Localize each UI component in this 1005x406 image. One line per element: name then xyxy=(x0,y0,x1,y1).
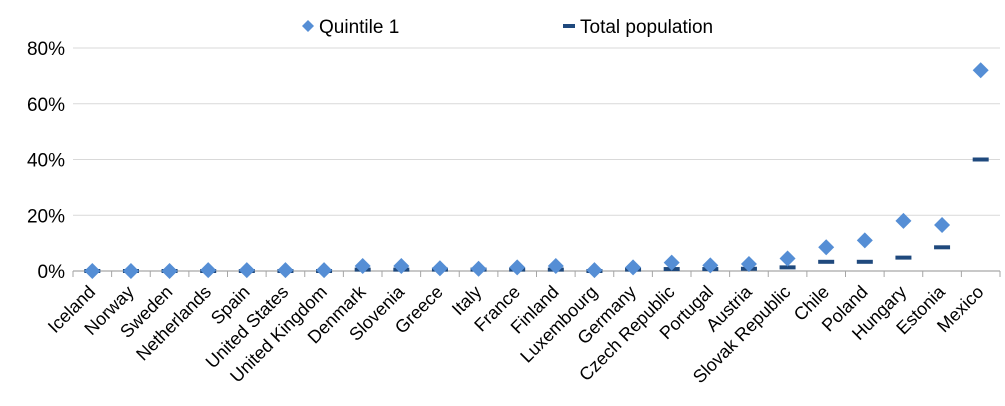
quintile-1-marker xyxy=(586,262,603,279)
y-tick-label: 0% xyxy=(38,262,66,283)
quintile-1-marker xyxy=(625,259,642,276)
quintile-1-marker xyxy=(663,254,680,271)
quintile-1-marker xyxy=(84,263,101,279)
quintile-1-marker xyxy=(818,239,835,256)
total-population-marker xyxy=(895,255,912,260)
quintile-1-marker xyxy=(122,263,139,279)
quintile-1-marker xyxy=(509,259,526,276)
y-axis-ticks: 0% 20% 40% 60% 80% xyxy=(27,39,65,283)
quintile-1-marker xyxy=(161,263,178,279)
total-population-marker xyxy=(972,157,989,162)
quintile-1-marker xyxy=(972,62,989,79)
axes xyxy=(72,270,1001,277)
data-series xyxy=(84,62,989,279)
gridlines xyxy=(73,47,1000,216)
legend: Quintile 1 Total population xyxy=(302,17,713,38)
legend-marker-diamond xyxy=(302,20,314,32)
total-population-marker xyxy=(779,265,796,270)
total-population-marker xyxy=(856,259,873,264)
y-tick-label: 40% xyxy=(27,151,65,172)
quintile-1-marker xyxy=(547,257,564,274)
y-tick-label: 20% xyxy=(27,206,65,227)
total-population-marker xyxy=(818,259,835,264)
x-axis-categories: IcelandNorwaySwedenNetherlandsSpainUnite… xyxy=(44,281,988,387)
quintile-1-marker xyxy=(779,250,796,267)
quintile-1-marker xyxy=(393,257,410,274)
y-tick-label: 80% xyxy=(27,39,65,60)
total-population-marker xyxy=(934,245,951,250)
quintile-1-marker xyxy=(238,262,255,279)
quintile-1-marker xyxy=(856,232,873,249)
legend-marker-dash xyxy=(563,24,575,28)
legend-item-quintile-1: Quintile 1 xyxy=(302,17,399,38)
quintile-1-marker xyxy=(277,262,294,279)
quintile-1-marker xyxy=(316,262,333,279)
quintile-1-marker xyxy=(934,217,951,234)
legend-label-total-population: Total population xyxy=(580,17,713,38)
quintile-1-marker xyxy=(470,260,487,277)
quintile-1-marker xyxy=(702,257,719,274)
quintile-1-marker xyxy=(431,260,448,277)
quintile-1-marker xyxy=(354,257,371,274)
quintile-1-marker xyxy=(200,262,217,279)
legend-item-total-population: Total population xyxy=(563,17,713,38)
legend-label-quintile-1: Quintile 1 xyxy=(319,17,399,38)
quintile-1-marker xyxy=(895,212,912,229)
y-tick-label: 60% xyxy=(27,95,65,116)
quintile-1-marker xyxy=(740,256,757,273)
